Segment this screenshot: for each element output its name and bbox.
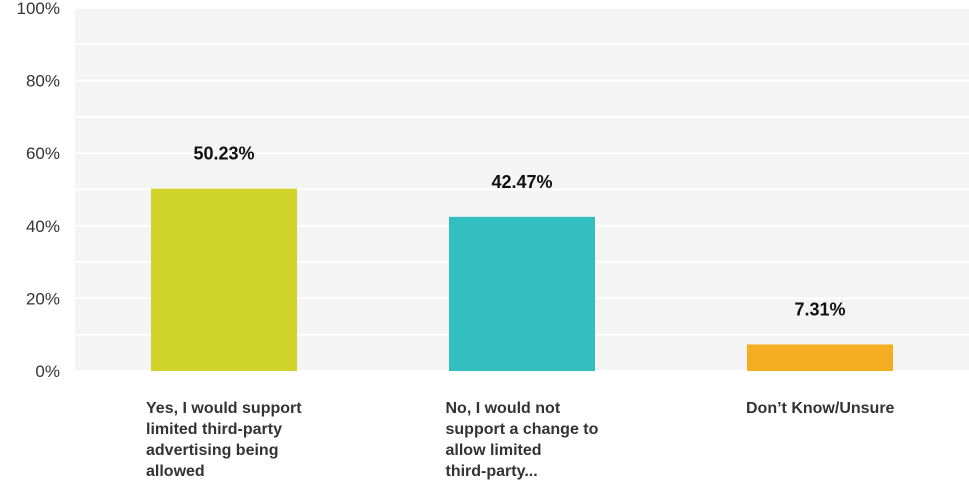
y-tick-label: 0% (35, 362, 60, 381)
bar (151, 188, 297, 371)
data-labels: 50.23% 42.47% 7.31% (193, 144, 845, 320)
x-tick-label: Yes, I would support limited third-party… (146, 400, 302, 480)
y-axis-ticks: 0% 20% 40% 60% 80% 100% (17, 0, 60, 381)
bar (747, 344, 893, 371)
y-tick-label: 80% (26, 72, 60, 91)
y-tick-label: 60% (26, 144, 60, 163)
x-tick-label: Don’t Know/Unsure (746, 400, 895, 417)
data-label: 42.47% (491, 172, 552, 192)
y-tick-label: 100% (17, 0, 60, 18)
y-tick-label: 40% (26, 217, 60, 236)
data-label: 50.23% (193, 144, 254, 164)
bars (151, 188, 893, 371)
data-label: 7.31% (794, 299, 845, 319)
x-tick-label: No, I would not support a change to allo… (445, 400, 599, 480)
y-tick-label: 20% (26, 289, 60, 308)
bar (449, 216, 595, 371)
